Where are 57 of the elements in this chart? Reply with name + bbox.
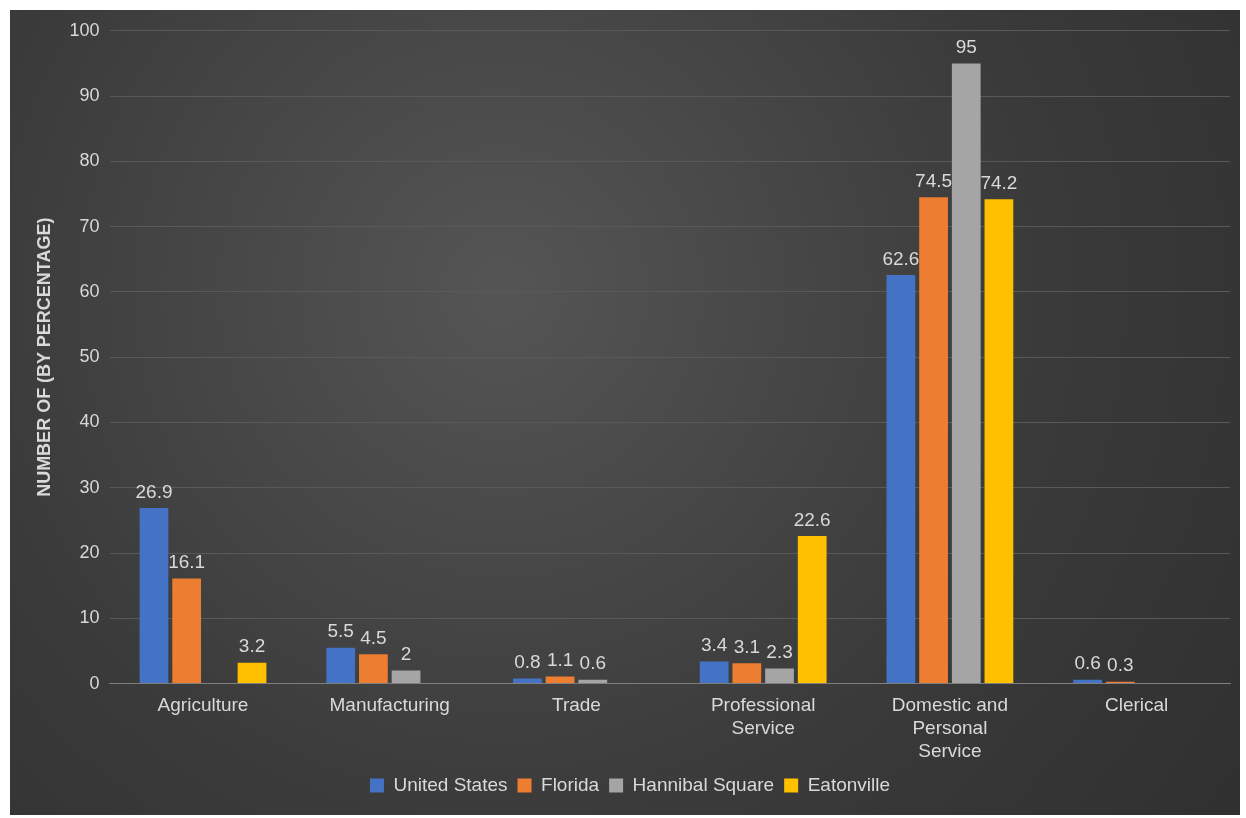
- bar: [699, 661, 729, 684]
- y-tick-label: 10: [79, 607, 100, 628]
- data-label: 95: [955, 36, 977, 58]
- data-label: 0.6: [579, 652, 606, 674]
- data-label: 26.9: [135, 480, 173, 502]
- bar: [797, 536, 827, 684]
- y-tick-label: 80: [79, 150, 100, 171]
- data-label: 1.1: [546, 649, 574, 671]
- y-tick-label: 90: [79, 85, 100, 106]
- data-label: 74.5: [915, 170, 953, 191]
- bar: [919, 197, 948, 684]
- bar: [139, 508, 169, 684]
- legend-label: Florida: [541, 773, 600, 795]
- x-tick-label: Manufacturing: [329, 694, 450, 716]
- data-label: 0.3: [1107, 654, 1134, 676]
- data-label: 5.5: [327, 620, 354, 642]
- y-tick-label: 20: [79, 542, 100, 563]
- x-tick-label: Trade: [551, 694, 601, 716]
- bar: [765, 668, 794, 684]
- x-tick-label: Professional Service: [710, 694, 816, 739]
- y-axis-title: NUMBER OF (BY PERCENTAGE): [33, 217, 54, 497]
- y-tick-label: 100: [69, 19, 100, 40]
- data-label: 3.2: [238, 635, 266, 657]
- bar: [237, 662, 267, 684]
- y-tick-label: 60: [79, 280, 100, 301]
- bar: [172, 578, 202, 684]
- bar: [732, 663, 762, 684]
- data-label: 0.6: [1074, 652, 1101, 674]
- y-tick-label: 70: [79, 215, 100, 236]
- legend-label: Hannibal Square: [632, 773, 775, 795]
- y-tick-label: 40: [79, 411, 100, 432]
- bar: [951, 63, 981, 684]
- y-tick-label: 50: [79, 346, 100, 367]
- y-tick-label: 30: [79, 476, 100, 497]
- data-label: 3.1: [733, 636, 761, 658]
- data-label: 2.3: [766, 641, 793, 663]
- x-tick-label: Domestic and Personal Service: [891, 694, 1008, 761]
- bar: [391, 670, 421, 684]
- bar: [359, 654, 388, 684]
- data-label: 2: [400, 643, 412, 665]
- data-label: 3.4: [700, 634, 728, 656]
- bar: [886, 274, 916, 684]
- bar: [326, 647, 356, 684]
- data-label: 62.6: [882, 247, 920, 269]
- bar: [984, 199, 1014, 684]
- data-label: 0.8: [514, 651, 541, 673]
- legend-label: United States: [393, 773, 508, 795]
- data-label: 4.5: [360, 626, 387, 648]
- data-label: 74.2: [980, 171, 1018, 193]
- legend-label: Eatonville: [807, 773, 891, 795]
- bar: [513, 678, 542, 684]
- bar: [545, 676, 575, 684]
- x-tick-label: Agriculture: [157, 694, 249, 716]
- data-label: 16.1: [168, 551, 206, 573]
- y-tick-label: 0: [89, 672, 100, 693]
- data-label: 22.6: [793, 508, 831, 530]
- x-tick-label: Clerical: [1104, 694, 1169, 716]
